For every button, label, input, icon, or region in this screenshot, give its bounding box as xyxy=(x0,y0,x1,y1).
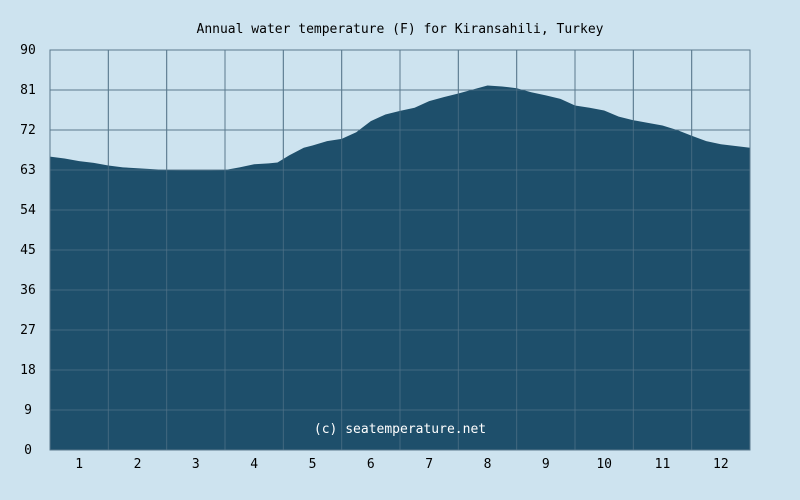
x-tick-label: 11 xyxy=(655,457,671,472)
x-tick-label: 7 xyxy=(425,457,433,472)
grid-overlay xyxy=(49,49,751,451)
y-tick-label: 81 xyxy=(20,83,36,98)
chart-title: Annual water temperature (F) for Kiransa… xyxy=(197,22,604,37)
y-axis-ticks: 0 9 18 27 36 45 54 63 72 81 90 xyxy=(20,43,36,458)
y-tick-label: 72 xyxy=(20,123,36,138)
y-tick-label: 18 xyxy=(20,363,36,378)
y-tick-label: 63 xyxy=(20,163,36,178)
x-tick-label: 6 xyxy=(367,457,375,472)
x-tick-label: 12 xyxy=(713,457,729,472)
y-tick-label: 0 xyxy=(24,443,32,458)
x-tick-label: 3 xyxy=(192,457,200,472)
x-tick-label: 4 xyxy=(250,457,258,472)
x-tick-label: 9 xyxy=(542,457,550,472)
y-tick-label: 9 xyxy=(24,403,32,418)
y-tick-label: 27 xyxy=(20,323,36,338)
y-tick-label: 54 xyxy=(20,203,36,218)
x-tick-label: 10 xyxy=(596,457,612,472)
x-tick-label: 8 xyxy=(484,457,492,472)
plot-border xyxy=(49,49,751,451)
x-tick-label: 1 xyxy=(75,457,83,472)
x-tick-label: 2 xyxy=(134,457,142,472)
y-tick-label: 45 xyxy=(20,243,36,258)
watermark: (c) seatemperature.net xyxy=(314,422,486,437)
x-tick-label: 5 xyxy=(309,457,317,472)
y-tick-label: 36 xyxy=(20,283,36,298)
y-tick-label: 90 xyxy=(20,43,36,58)
x-axis-ticks: 1 2 3 4 5 6 7 8 9 10 11 12 xyxy=(75,457,728,472)
